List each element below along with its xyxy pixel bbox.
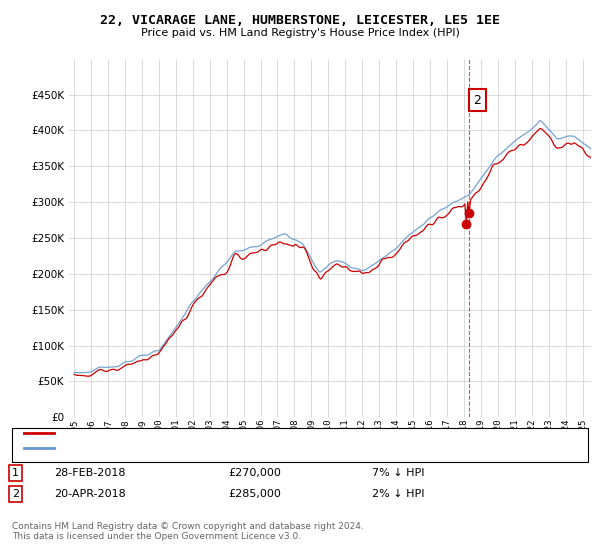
Text: 28-FEB-2018: 28-FEB-2018 xyxy=(54,468,125,478)
Text: Contains HM Land Registry data © Crown copyright and database right 2024.
This d: Contains HM Land Registry data © Crown c… xyxy=(12,522,364,542)
Text: 2: 2 xyxy=(473,94,481,107)
Text: 2: 2 xyxy=(12,489,19,499)
Text: HPI: Average price, detached house, Leicester: HPI: Average price, detached house, Leic… xyxy=(60,443,286,453)
Text: 22, VICARAGE LANE, HUMBERSTONE, LEICESTER, LE5 1EE (detached house): 22, VICARAGE LANE, HUMBERSTONE, LEICESTE… xyxy=(60,428,433,438)
Text: 22, VICARAGE LANE, HUMBERSTONE, LEICESTER, LE5 1EE: 22, VICARAGE LANE, HUMBERSTONE, LEICESTE… xyxy=(100,14,500,27)
Text: £285,000: £285,000 xyxy=(228,489,281,499)
Text: Price paid vs. HM Land Registry's House Price Index (HPI): Price paid vs. HM Land Registry's House … xyxy=(140,28,460,38)
Text: 20-APR-2018: 20-APR-2018 xyxy=(54,489,126,499)
Text: 1: 1 xyxy=(12,468,19,478)
Text: 2% ↓ HPI: 2% ↓ HPI xyxy=(372,489,425,499)
Text: 7% ↓ HPI: 7% ↓ HPI xyxy=(372,468,425,478)
Text: £270,000: £270,000 xyxy=(228,468,281,478)
